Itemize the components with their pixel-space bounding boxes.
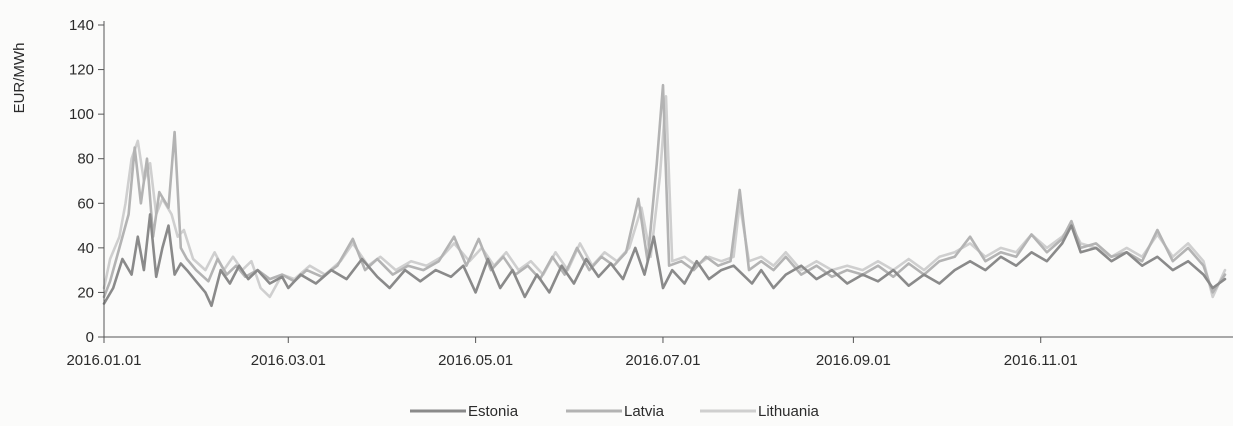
axes: EUR/MWh 0 20 40 60 80 100 120 140 2016.01.01 2016… — [11, 17, 1233, 369]
x-tick-label: 2016.07.01 — [625, 352, 700, 369]
y-tick-label: 80 — [77, 151, 94, 168]
y-tick-label: 140 — [69, 17, 94, 34]
y-tick-label: 40 — [77, 240, 94, 257]
series-line-latvia — [102, 83, 1227, 299]
x-tick-label: 2016.11.01 — [1004, 352, 1078, 369]
y-axis-title: EUR/MWh — [11, 43, 28, 114]
legend-label: Estonia — [468, 403, 519, 420]
legend-item-latvia: Latvia — [566, 403, 665, 420]
legend-label: Latvia — [624, 403, 665, 420]
series-line-estonia — [102, 213, 1227, 308]
y-tick-label: 20 — [77, 284, 94, 301]
legend-label: Lithuania — [758, 403, 820, 420]
legend-item-estonia: Estonia — [410, 403, 519, 420]
x-tick-label: 2016.09.01 — [816, 352, 891, 369]
x-tick-label: 2016.01.01 — [66, 352, 141, 369]
plot-area — [102, 83, 1227, 308]
y-tick-label: 0 — [86, 329, 94, 346]
y-tick-label: 100 — [69, 106, 94, 123]
y-tick-label: 120 — [69, 62, 94, 79]
y-tick-label: 60 — [77, 195, 94, 212]
x-tick-label: 2016.05.01 — [438, 352, 513, 369]
legend-item-lithuania: Lithuania — [700, 403, 820, 420]
x-tick-label: 2016.03.01 — [251, 352, 326, 369]
legend: Estonia Latvia Lithuania — [410, 403, 820, 420]
